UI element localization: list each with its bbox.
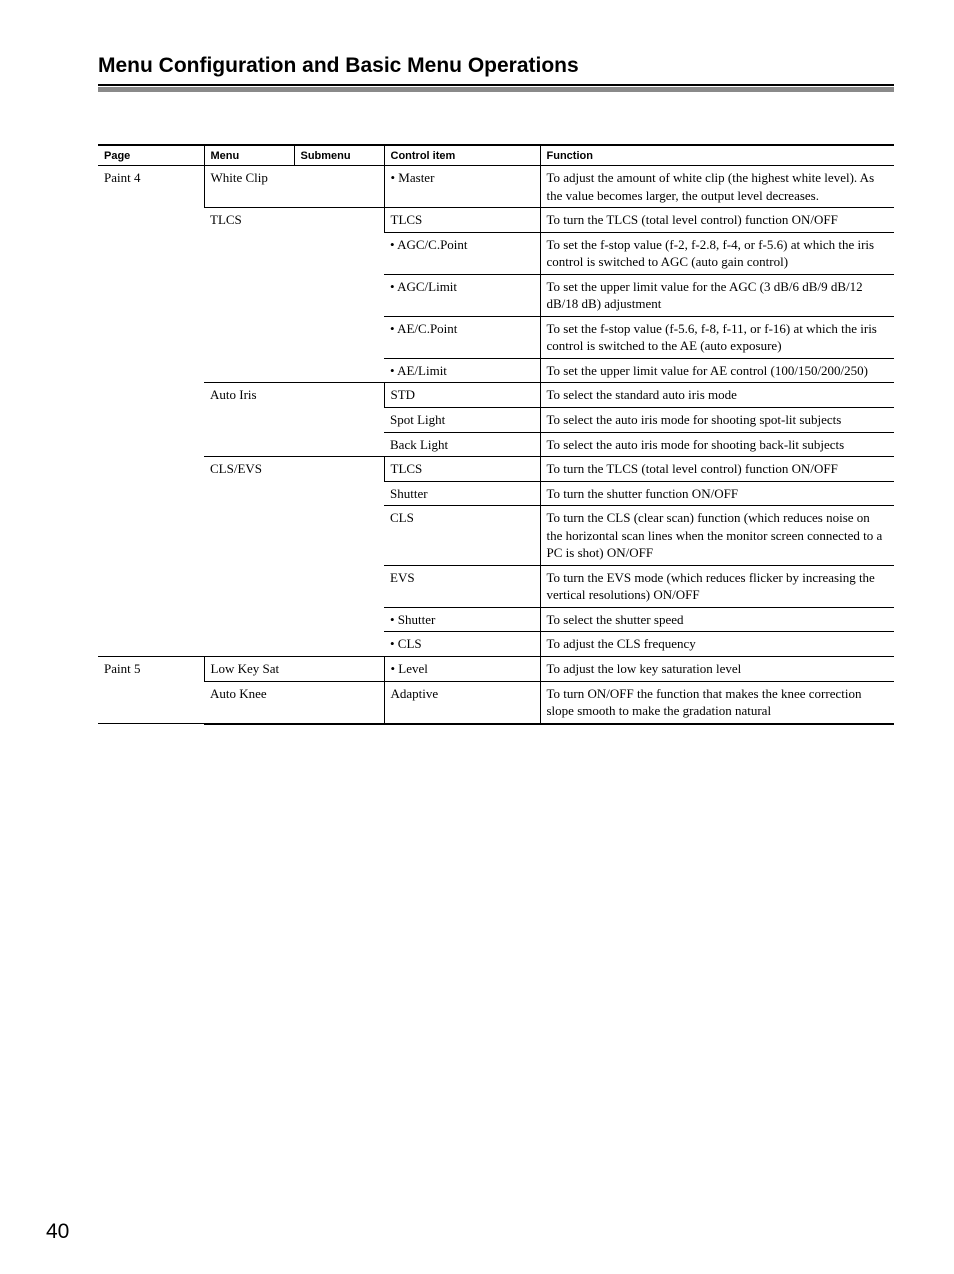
cell-control: • Master: [384, 166, 540, 208]
cell-control: Shutter: [384, 481, 540, 506]
header-page: Page: [98, 145, 204, 166]
table-header-row: Page Menu Submenu Control item Function: [98, 145, 894, 166]
cell-function: To set the f-stop value (f-2, f-2.8, f-4…: [540, 232, 894, 274]
table-row: Auto KneeAdaptiveTo turn ON/OFF the func…: [98, 681, 894, 724]
cell-menu: Auto Knee: [204, 681, 384, 724]
cell-function: To turn the CLS (clear scan) function (w…: [540, 506, 894, 566]
cell-control: • AGC/Limit: [384, 274, 540, 316]
cell-function: To adjust the low key saturation level: [540, 657, 894, 682]
title-separator-bar: [98, 87, 894, 92]
cell-control: • AGC/C.Point: [384, 232, 540, 274]
page-heading: Menu Configuration and Basic Menu Operat…: [98, 54, 894, 78]
cell-control: • AE/C.Point: [384, 316, 540, 358]
cell-menu: Low Key Sat: [204, 657, 384, 682]
cell-control: • Level: [384, 657, 540, 682]
cell-function: To turn the TLCS (total level control) f…: [540, 457, 894, 482]
table-row: TLCSTLCSTo turn the TLCS (total level co…: [98, 208, 894, 233]
cell-menu: CLS/EVS: [204, 457, 384, 657]
cell-control: Adaptive: [384, 681, 540, 724]
cell-menu: TLCS: [204, 208, 384, 383]
cell-control: STD: [384, 383, 540, 408]
header-submenu: Submenu: [294, 145, 384, 166]
cell-function: To turn the TLCS (total level control) f…: [540, 208, 894, 233]
table-body: Paint 4White Clip• MasterTo adjust the a…: [98, 166, 894, 724]
cell-control: TLCS: [384, 208, 540, 233]
table-row: Paint 4White Clip• MasterTo adjust the a…: [98, 166, 894, 208]
cell-control: Back Light: [384, 432, 540, 457]
cell-control: Spot Light: [384, 408, 540, 433]
cell-page: Paint 5: [98, 657, 204, 724]
cell-function: To turn ON/OFF the function that makes t…: [540, 681, 894, 724]
cell-control: • CLS: [384, 632, 540, 657]
cell-function: To set the upper limit value for the AGC…: [540, 274, 894, 316]
cell-function: To select the auto iris mode for shootin…: [540, 408, 894, 433]
table-row: Paint 5Low Key Sat• LevelTo adjust the l…: [98, 657, 894, 682]
menu-table: Page Menu Submenu Control item Function …: [98, 144, 894, 725]
header-menu: Menu: [204, 145, 294, 166]
cell-function: To set the upper limit value for AE cont…: [540, 358, 894, 383]
cell-function: To turn the EVS mode (which reduces flic…: [540, 565, 894, 607]
cell-function: To select the standard auto iris mode: [540, 383, 894, 408]
cell-function: To select the shutter speed: [540, 607, 894, 632]
table-row: Auto IrisSTDTo select the standard auto …: [98, 383, 894, 408]
table-row: CLS/EVSTLCSTo turn the TLCS (total level…: [98, 457, 894, 482]
cell-menu: Auto Iris: [204, 383, 384, 457]
header-control: Control item: [384, 145, 540, 166]
header-function: Function: [540, 145, 894, 166]
title-underline: [98, 84, 894, 86]
cell-control: TLCS: [384, 457, 540, 482]
cell-menu: White Clip: [204, 166, 384, 208]
cell-function: To adjust the amount of white clip (the …: [540, 166, 894, 208]
cell-control: CLS: [384, 506, 540, 566]
page-number: 40: [46, 1220, 69, 1244]
document-page: Menu Configuration and Basic Menu Operat…: [0, 0, 954, 1274]
cell-function: To select the auto iris mode for shootin…: [540, 432, 894, 457]
cell-control: EVS: [384, 565, 540, 607]
cell-function: To turn the shutter function ON/OFF: [540, 481, 894, 506]
cell-function: To set the f-stop value (f-5.6, f-8, f-1…: [540, 316, 894, 358]
cell-control: • Shutter: [384, 607, 540, 632]
cell-control: • AE/Limit: [384, 358, 540, 383]
cell-page: Paint 4: [98, 166, 204, 657]
cell-function: To adjust the CLS frequency: [540, 632, 894, 657]
